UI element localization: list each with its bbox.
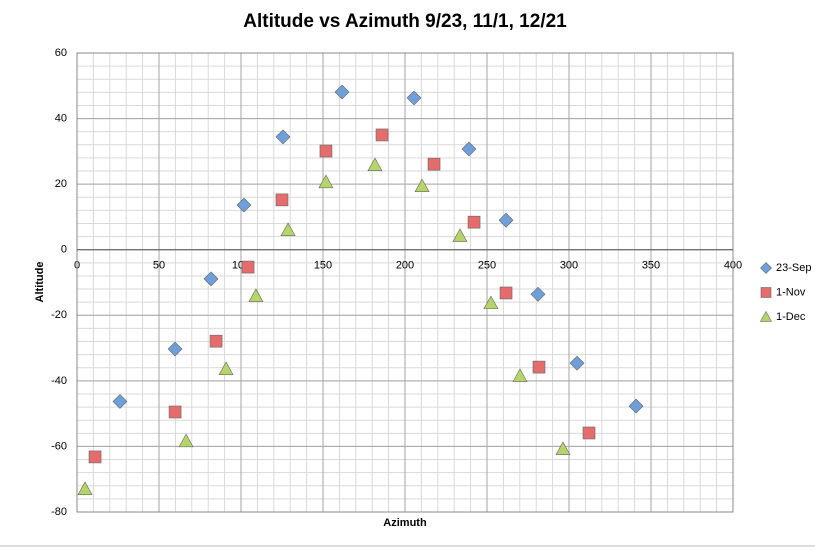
x-tick-label: 150 <box>314 260 332 272</box>
square-marker <box>427 157 441 171</box>
legend-label: 1-Dec <box>776 311 806 323</box>
chart-title: Altitude vs Azimuth 9/23, 11/1, 12/21 <box>243 11 567 32</box>
diamond-marker <box>275 129 291 145</box>
x-tick-label: 250 <box>478 260 496 272</box>
diamond-marker <box>530 286 546 302</box>
triangle-marker <box>280 222 296 236</box>
diamond-marker <box>760 262 772 274</box>
triangle-marker <box>555 441 571 455</box>
square-marker <box>499 286 513 300</box>
triangle-marker <box>512 368 528 382</box>
square-marker <box>760 287 772 298</box>
square-marker <box>88 450 102 464</box>
diamond-marker <box>461 141 477 157</box>
diamond-marker <box>628 398 644 414</box>
y-tick-label: 20 <box>55 178 67 190</box>
triangle-marker <box>367 157 383 172</box>
triangle-marker <box>318 174 334 189</box>
triangle-marker <box>218 361 234 375</box>
x-tick-label: 200 <box>396 260 414 272</box>
triangle-marker <box>248 288 264 302</box>
x-tick-label: 300 <box>560 260 578 272</box>
triangle-marker <box>414 178 430 193</box>
y-tick-label: -80 <box>51 506 67 518</box>
legend-label: 1-Nov <box>776 286 806 298</box>
square-marker <box>375 128 389 142</box>
diamond-marker <box>203 271 219 287</box>
triangle-marker <box>77 481 93 495</box>
y-tick-label: -20 <box>51 309 67 321</box>
square-marker <box>532 360 546 374</box>
diamond-marker <box>334 84 350 100</box>
x-tick-label: 350 <box>642 260 660 272</box>
y-axis-label: Altitude <box>34 262 46 303</box>
legend-label: 23-Sep <box>776 262 811 274</box>
plot-border <box>76 52 734 513</box>
y-tick-label: -60 <box>51 440 67 452</box>
y-tick-label: -40 <box>51 375 67 387</box>
square-marker <box>582 426 596 440</box>
square-marker <box>467 215 481 229</box>
diamond-marker <box>498 212 514 228</box>
diamond-marker <box>569 355 585 371</box>
triangle-marker <box>759 310 773 322</box>
square-marker <box>168 405 182 419</box>
diamond-marker <box>406 90 422 106</box>
square-marker <box>275 193 289 207</box>
diamond-marker <box>236 197 252 213</box>
triangle-marker <box>452 228 468 242</box>
y-tick-label: 40 <box>55 112 67 124</box>
square-marker <box>209 334 223 348</box>
diamond-marker <box>112 394 128 409</box>
y-tick-label: 60 <box>55 47 67 59</box>
y-tick-label: 0 <box>61 244 67 256</box>
square-marker <box>319 144 333 158</box>
triangle-marker <box>178 433 194 448</box>
x-axis-label: Azimuth <box>383 517 427 529</box>
triangle-marker <box>483 295 499 310</box>
diamond-marker <box>167 341 183 357</box>
square-marker <box>241 260 255 274</box>
x-tick-label: 50 <box>153 260 165 272</box>
